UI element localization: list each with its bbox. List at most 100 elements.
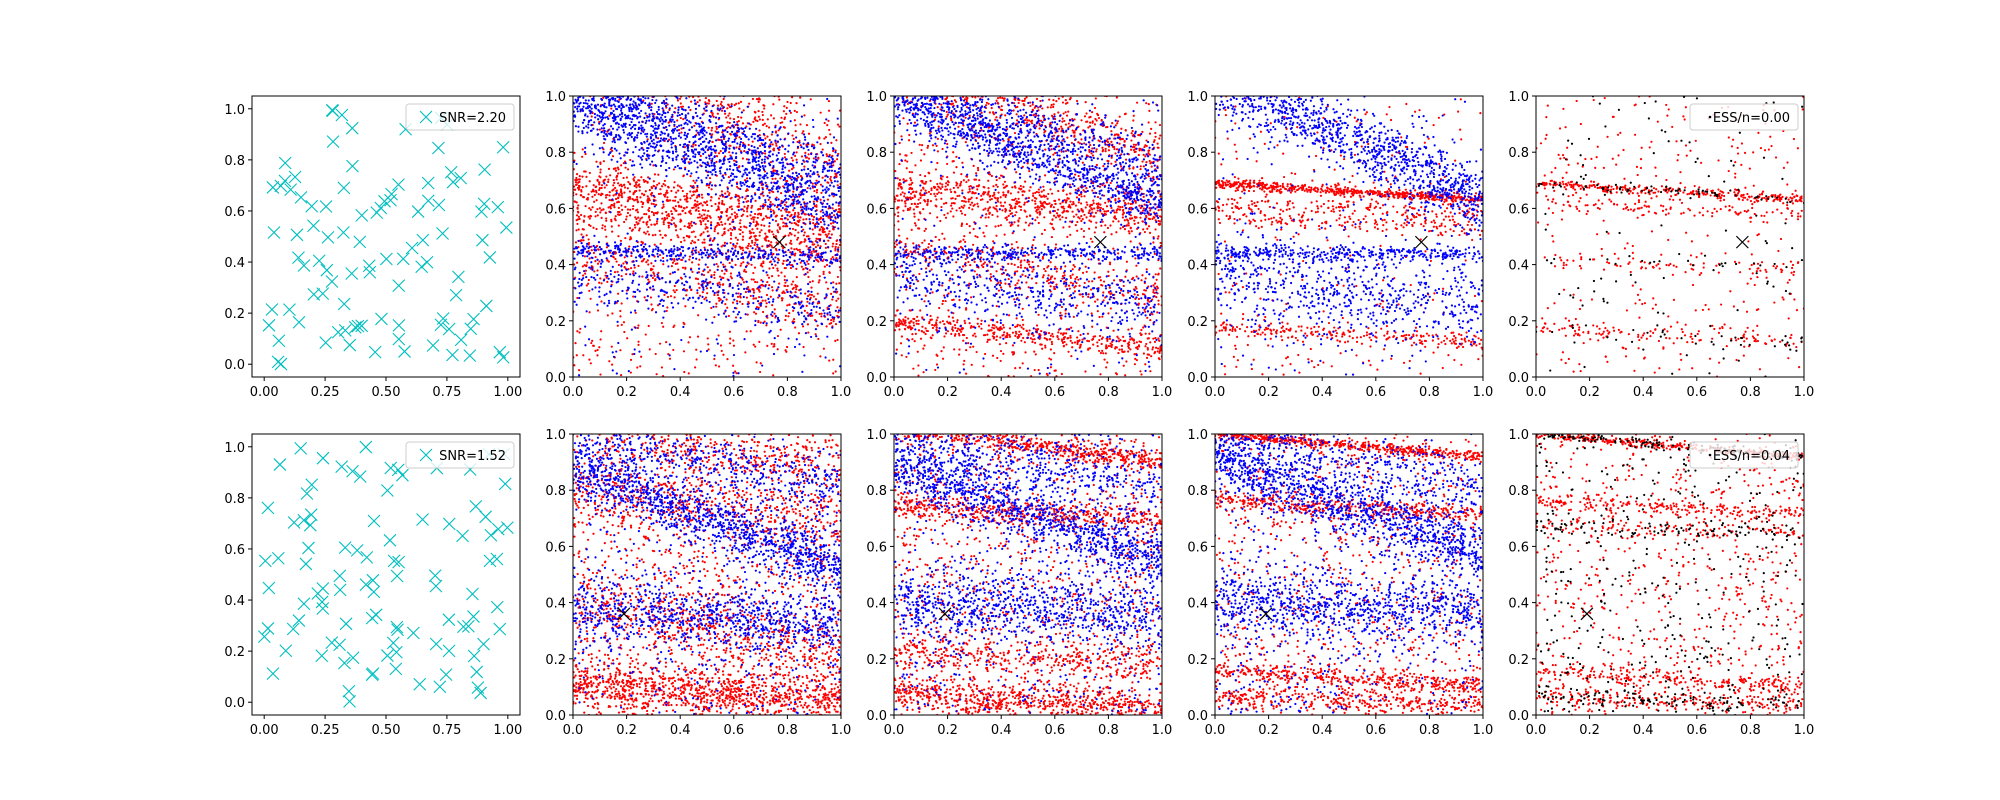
data-point — [632, 124, 636, 127]
data-point — [647, 147, 650, 150]
data-point — [774, 126, 777, 129]
data-point — [653, 117, 656, 120]
data-point — [757, 156, 760, 159]
data-point — [776, 134, 779, 137]
data-point — [667, 353, 670, 356]
data-point — [751, 133, 755, 136]
data-point — [782, 254, 785, 258]
data-point — [837, 227, 840, 230]
data-point — [648, 142, 651, 145]
data-point — [704, 165, 708, 169]
data-point — [703, 268, 706, 271]
data-point — [629, 183, 632, 186]
data-point — [646, 149, 649, 153]
x-point — [325, 275, 339, 288]
data-point — [658, 118, 661, 121]
x-point — [491, 200, 505, 214]
data-point — [583, 119, 586, 122]
data-point — [706, 192, 709, 196]
data-point — [627, 250, 630, 253]
data-point — [603, 129, 606, 133]
data-point — [677, 257, 681, 260]
data-point — [665, 98, 668, 101]
data-point — [814, 161, 817, 164]
data-point — [725, 126, 728, 130]
data-point — [818, 218, 821, 221]
data-point — [833, 193, 837, 196]
data-point — [763, 320, 766, 323]
data-point — [578, 102, 581, 105]
data-point — [815, 205, 818, 208]
data-point — [834, 290, 837, 293]
data-point — [740, 208, 743, 211]
data-point — [774, 256, 777, 259]
data-point — [791, 159, 794, 162]
data-point — [776, 169, 779, 173]
data-point — [705, 287, 709, 290]
data-point — [678, 132, 681, 135]
data-point — [736, 257, 740, 261]
data-point — [758, 155, 762, 158]
data-point — [636, 211, 640, 214]
data-point — [673, 181, 676, 184]
data-point — [598, 122, 601, 125]
data-point — [673, 291, 677, 294]
data-point — [578, 217, 581, 221]
data-point — [708, 118, 711, 122]
data-point — [739, 100, 743, 103]
data-point — [771, 300, 775, 303]
data-point — [790, 283, 793, 286]
data-point — [836, 216, 840, 219]
data-point — [647, 209, 651, 213]
data-point — [748, 230, 751, 233]
data-point — [765, 324, 768, 327]
data-point — [667, 149, 670, 152]
data-point — [656, 255, 660, 258]
data-point — [622, 122, 625, 126]
data-point — [728, 105, 731, 109]
data-point — [676, 154, 679, 157]
data-point — [805, 235, 809, 238]
data-point — [616, 160, 619, 163]
data-point — [642, 259, 645, 262]
data-point — [675, 156, 678, 159]
data-point — [659, 192, 662, 195]
data-point — [728, 222, 731, 226]
data-point — [731, 218, 735, 222]
data-point — [699, 350, 702, 353]
data-point — [684, 267, 687, 270]
data-point — [758, 195, 761, 199]
data-point — [774, 264, 777, 267]
data-point — [792, 200, 795, 203]
data-point — [746, 206, 749, 209]
scatter-series — [262, 103, 513, 371]
data-point — [817, 300, 820, 303]
data-point — [620, 194, 623, 197]
data-point — [728, 121, 731, 124]
data-point — [754, 297, 758, 300]
data-point — [690, 288, 693, 291]
data-point — [679, 116, 682, 120]
data-point — [628, 227, 632, 230]
data-point — [833, 214, 836, 217]
data-point — [660, 137, 663, 140]
data-point — [598, 281, 601, 284]
data-point — [761, 205, 765, 208]
data-point — [601, 224, 604, 227]
data-point — [609, 273, 612, 276]
data-point — [835, 139, 838, 142]
data-point — [826, 287, 830, 290]
data-point — [752, 171, 756, 175]
data-point — [699, 234, 702, 237]
data-point — [640, 243, 643, 247]
data-point — [729, 216, 732, 219]
data-point — [729, 117, 732, 120]
x-point — [436, 227, 449, 240]
data-point — [782, 259, 785, 262]
data-point — [733, 298, 736, 301]
data-point — [790, 167, 794, 171]
data-point — [669, 295, 673, 298]
data-point — [837, 297, 840, 300]
data-point — [700, 214, 703, 217]
data-point — [671, 113, 674, 116]
